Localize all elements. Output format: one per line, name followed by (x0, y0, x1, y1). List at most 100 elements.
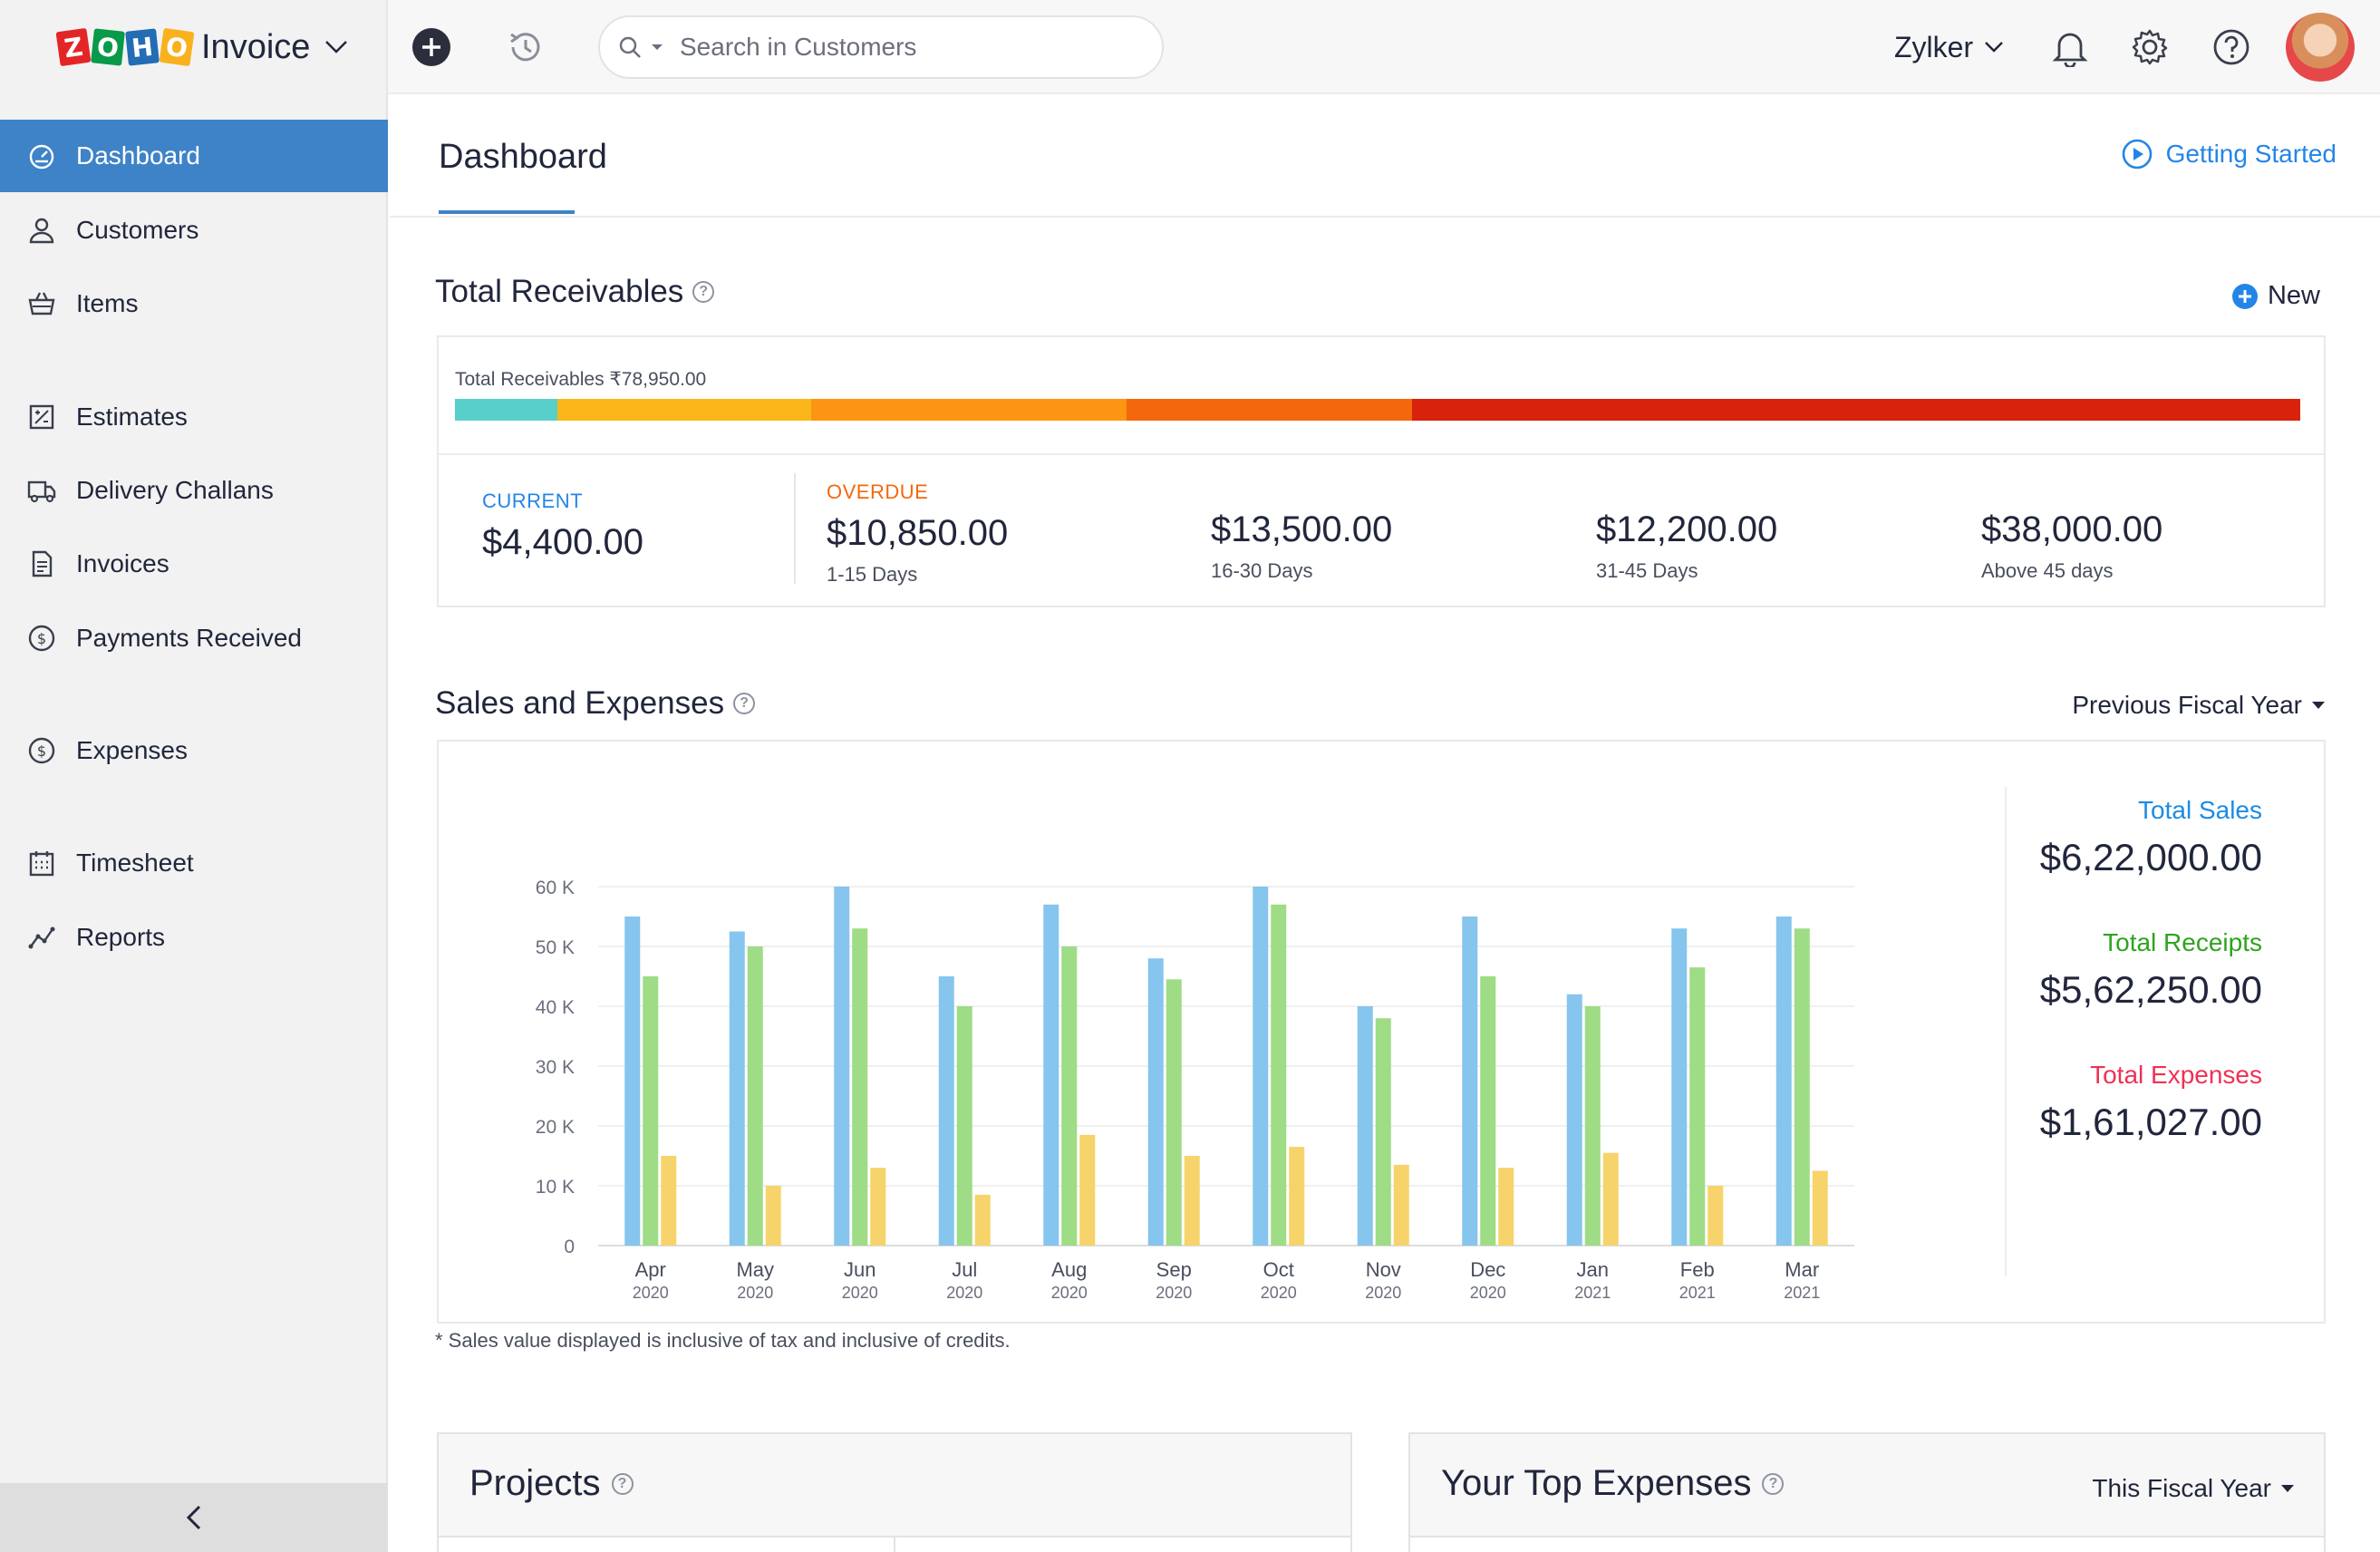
receivables-segment-3[interactable] (1127, 399, 1413, 421)
divider (894, 1537, 895, 1552)
receivables-segment-2[interactable] (811, 399, 1127, 421)
getting-started-link[interactable]: Getting Started (2121, 138, 2336, 170)
sidebar-item-customers[interactable]: Customers (0, 194, 388, 267)
settings-button[interactable] (2126, 24, 2173, 71)
zoho-logo: Z O H O (55, 27, 195, 67)
receivables-segment-4[interactable] (1412, 399, 2300, 421)
sidebar-item-label: Customers (76, 216, 199, 244)
x-tick-label: Feb (1680, 1258, 1715, 1281)
x-tick-label: Jan (1577, 1258, 1609, 1281)
sidebar-item-payments-received[interactable]: $ Payments Received (0, 602, 388, 674)
x-tick-year-label: 2020 (1365, 1284, 1401, 1302)
svg-text:$: $ (37, 742, 46, 760)
help-button[interactable] (2208, 24, 2255, 71)
x-tick-label: Aug (1051, 1258, 1087, 1281)
truck-icon (25, 474, 58, 507)
bar (747, 946, 763, 1246)
sidebar-item-reports[interactable]: Reports (0, 901, 388, 974)
x-tick-year-label: 2020 (1156, 1284, 1192, 1302)
x-tick-year-label: 2021 (1784, 1284, 1820, 1302)
sidebar-item-label: Invoices (76, 549, 169, 577)
x-tick-label: Jun (844, 1258, 876, 1281)
bar (1498, 1168, 1514, 1246)
sidebar-item-invoices[interactable]: Invoices (0, 528, 388, 600)
top-expenses-period-dropdown[interactable]: This Fiscal Year (2092, 1474, 2295, 1503)
bar (974, 1194, 991, 1246)
current-label: CURRENT (482, 490, 584, 512)
help-icon[interactable]: ? (692, 281, 715, 303)
y-tick-label: 30 K (536, 1057, 575, 1078)
x-tick-label: Jul (952, 1258, 977, 1281)
document-icon (25, 548, 58, 580)
sidebar-item-dashboard[interactable]: Dashboard (0, 120, 388, 192)
sidebar-item-label: Reports (76, 923, 166, 951)
user-avatar[interactable] (2286, 13, 2355, 82)
y-tick-label: 60 K (536, 878, 575, 898)
bell-icon (2052, 33, 2088, 67)
sales-period-dropdown[interactable]: Previous Fiscal Year (2072, 691, 2326, 720)
sidebar-item-estimates[interactable]: Estimates (0, 381, 388, 453)
overdue-range: 16-30 Days (1211, 559, 1313, 582)
sidebar: Dashboard Customers Items Estimates Deli… (0, 94, 388, 1552)
sidebar-collapse-button[interactable] (0, 1483, 388, 1552)
bar (1671, 928, 1688, 1246)
search-input[interactable] (680, 33, 1097, 62)
x-tick-year-label: 2020 (1470, 1284, 1506, 1302)
recent-history-button[interactable] (502, 24, 549, 71)
sidebar-item-timesheet[interactable]: Timesheet (0, 827, 388, 899)
bar (624, 917, 641, 1246)
receivables-segment-1[interactable] (557, 399, 812, 421)
plus-circle-icon (2231, 283, 2258, 309)
new-receivable-button[interactable]: New (2231, 281, 2320, 311)
receivables-aging-bar (455, 399, 2300, 421)
gear-icon (2132, 29, 2168, 65)
divider (439, 453, 2324, 455)
y-tick-label: 0 (564, 1237, 575, 1257)
search-box[interactable] (598, 15, 1164, 79)
bar (1689, 967, 1706, 1246)
sidebar-item-label: Estimates (76, 403, 188, 431)
total-sales-value: $6,22,000.00 (2039, 836, 2262, 878)
overdue-bucket-16-30[interactable]: $13,500.00 16-30 Days (1211, 509, 1392, 583)
notifications-button[interactable] (2046, 24, 2094, 71)
overdue-bucket-1-15[interactable]: OVERDUE $10,850.00 1-15 Days (827, 480, 1008, 587)
sidebar-item-items[interactable]: Items (0, 267, 388, 340)
user-icon (25, 214, 58, 247)
bar (1462, 917, 1478, 1246)
bar (1602, 1152, 1619, 1246)
bar (1147, 958, 1164, 1246)
app-name: Invoice (201, 27, 311, 66)
overdue-bucket-above-45[interactable]: $38,000.00 Above 45 days (1981, 509, 2162, 583)
x-tick-year-label: 2020 (737, 1284, 773, 1302)
receivables-segment-0[interactable] (455, 399, 558, 421)
bar (1357, 1006, 1373, 1246)
projects-panel: Projects ? (437, 1432, 1352, 1552)
bar (1043, 904, 1059, 1246)
history-icon (510, 33, 540, 62)
basket-icon (25, 287, 58, 320)
quick-create-button[interactable] (408, 24, 455, 71)
help-icon (2213, 29, 2249, 65)
help-icon[interactable]: ? (1762, 1472, 1785, 1495)
current-amount: $4,400.00 (482, 522, 643, 562)
organization-switcher[interactable]: Zylker (1894, 25, 2004, 69)
x-tick-label: May (736, 1258, 774, 1281)
sidebar-item-expenses[interactable]: $ Expenses (0, 714, 388, 787)
x-tick-label: Nov (1366, 1258, 1401, 1281)
bar (1708, 1186, 1724, 1246)
x-tick-year-label: 2020 (1261, 1284, 1297, 1302)
bar (661, 1156, 677, 1246)
bar (870, 1168, 886, 1246)
app-switcher[interactable]: Z O H O Invoice (0, 0, 388, 94)
caret-down-icon (2281, 1485, 2294, 1492)
sidebar-item-delivery-challans[interactable]: Delivery Challans (0, 454, 388, 527)
bar (1061, 946, 1078, 1246)
overdue-bucket-31-45[interactable]: $12,200.00 31-45 Days (1596, 509, 1777, 583)
current-bucket[interactable]: CURRENT $4,400.00 (482, 490, 643, 563)
organization-name: Zylker (1894, 30, 1974, 63)
bar (643, 976, 659, 1246)
chevron-left-icon (186, 1505, 201, 1530)
help-icon[interactable]: ? (611, 1472, 634, 1495)
help-icon[interactable]: ? (733, 693, 756, 714)
payment-icon: $ (25, 622, 58, 655)
